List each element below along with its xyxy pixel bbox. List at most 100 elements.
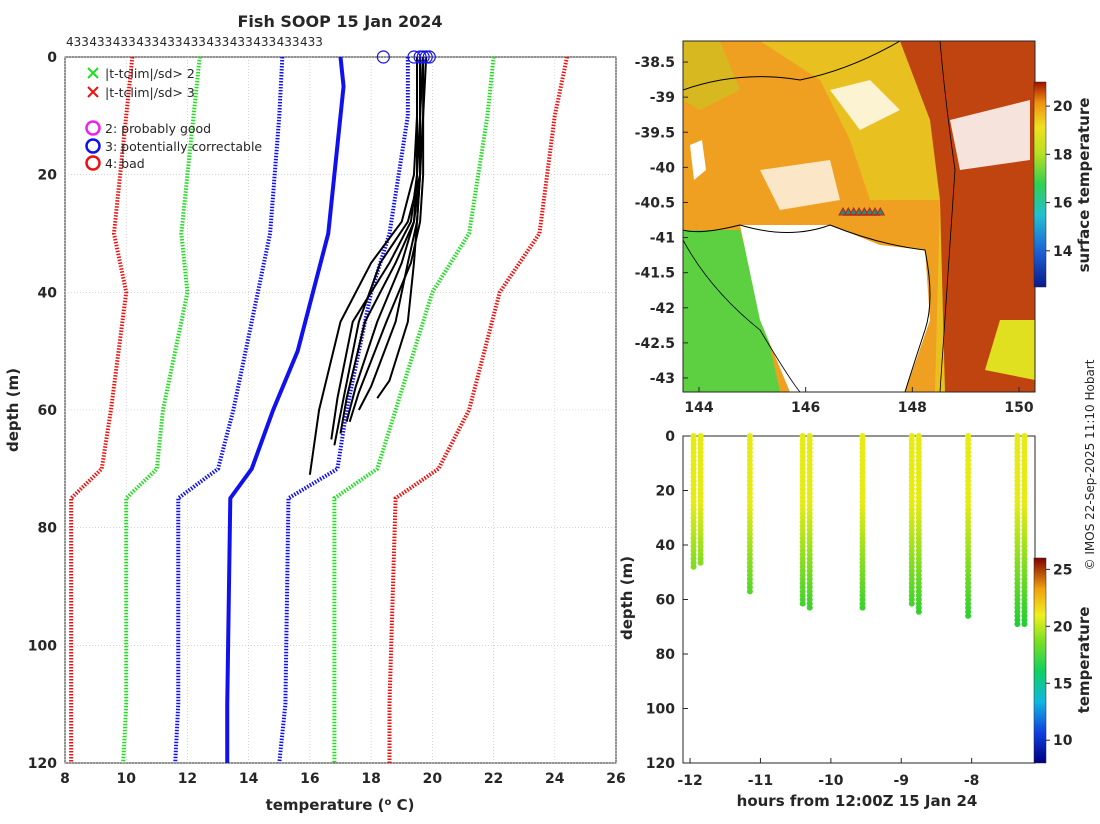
map-y-tick-label: -39.5 — [635, 125, 675, 141]
x-axis-label-main: temperature ( — [266, 796, 385, 814]
cast-point — [1014, 621, 1021, 628]
climatology-mean-3sd — [69, 56, 135, 763]
top-count: 433 — [113, 35, 136, 49]
temp-colorbar — [1033, 557, 1047, 764]
scatter-y-tick-label: 60 — [656, 593, 676, 609]
temp-cbar-tick-label: 10 — [1053, 733, 1073, 749]
x-tick-label: 26 — [606, 771, 625, 787]
profile-grid — [64, 56, 617, 764]
top-count: 433 — [160, 35, 183, 49]
top-count: 433 — [89, 35, 112, 49]
sst-colorbar-ticks: 14 16 18 20 — [1046, 99, 1073, 260]
climatology-lines — [69, 56, 569, 764]
scatter-y-tick-label: 40 — [656, 538, 676, 554]
x-axis-label-sup: o — [384, 797, 391, 808]
map-ticks: 144 146 148 150 -38.5 -39 -39.5 -40 -40.5 -41 -41.… — [635, 55, 1034, 416]
scatter-y-tick-label: 120 — [646, 756, 675, 772]
x-tick-label: 20 — [423, 771, 443, 787]
cast-point — [915, 608, 922, 615]
surface-point — [422, 50, 436, 64]
top-count: 433 — [66, 35, 89, 49]
x-tick-label: 12 — [178, 771, 197, 787]
map-y-tick-label: -43 — [650, 371, 675, 387]
climatology-mean-1sd — [173, 56, 285, 764]
map-y-tick-label: -40.5 — [635, 195, 675, 211]
map-field — [683, 41, 1035, 392]
x-axis-label: temperature (o C) — [266, 796, 415, 814]
legend-label: 4: bad — [105, 156, 145, 171]
map-y-tick-label: -42 — [650, 301, 675, 317]
y-tick-label: 120 — [28, 756, 57, 772]
x-tick-label: 22 — [484, 771, 503, 787]
legend-circle-marker — [85, 120, 101, 136]
map-x-tick-label: 144 — [684, 400, 713, 416]
watermark: © IMOS 22-Sep-2025 11:10 Hobart — [1083, 359, 1097, 570]
scatter-plot-area — [682, 435, 1036, 764]
cast-point — [908, 600, 915, 607]
scatter-x-label: hours from 12:00Z 15 Jan 24 — [737, 792, 978, 810]
surface-point — [413, 50, 427, 64]
scatter-x-tick-label: -10 — [818, 773, 844, 789]
legend-circle-marker — [85, 155, 101, 171]
top-count: 433 — [136, 35, 159, 49]
y-tick-label: 40 — [38, 285, 58, 301]
top-count: 433 — [277, 35, 300, 49]
map-y-tick-label: -42.5 — [635, 336, 675, 352]
cloud-patch-2 — [950, 100, 1030, 170]
top-count: 433 — [230, 35, 253, 49]
y-tick-label: 60 — [38, 403, 58, 419]
sst-bass-strait-north — [683, 41, 740, 110]
legend-label: 3: potentially correctable — [105, 139, 262, 154]
x-tick-label: 8 — [60, 771, 70, 787]
scatter-ticks: -12 -11 -10 -9 -8 0 20 40 60 80 100 120 — [646, 429, 980, 789]
map-y-tick-label: -38.5 — [635, 55, 675, 71]
temperature-profile-6 — [333, 57, 425, 446]
top-count: 433 — [183, 35, 206, 49]
climatology-mean+2sd — [332, 56, 496, 763]
bathymetry-contour-west — [683, 239, 801, 392]
temp-colorbar-ticks: 10 15 20 25 — [1046, 562, 1073, 749]
sst-colorbar — [1033, 81, 1047, 288]
cloud-patch-3 — [760, 160, 840, 210]
top-count: 433 — [253, 35, 276, 49]
cast-point — [859, 604, 866, 611]
x-tick-label: 16 — [300, 771, 319, 787]
scatter-y-label: depth (m) — [618, 556, 636, 640]
scatter-x-tick-label: -11 — [748, 773, 773, 789]
scatter-points — [690, 433, 1028, 628]
chart-title: Fish SOOP 15 Jan 2024 — [238, 12, 443, 31]
scatter-x-tick-label: -12 — [677, 773, 702, 789]
tasmania-land — [740, 225, 930, 392]
legend-x-marker — [87, 86, 99, 98]
sst-eddy — [985, 320, 1035, 380]
x-tick-label: 14 — [239, 771, 259, 787]
scatter-y-tick-label: 20 — [656, 484, 676, 500]
cast-point — [806, 604, 813, 611]
profile-chart: Fish SOOP 15 Jan 2024 433 433 433 433 433 433… — [4, 12, 626, 814]
sst-cool-west — [683, 230, 780, 392]
profile-ticks: 8 10 12 14 16 18 20 22 24 26 0 20 40 60 80 100 120 — [28, 50, 626, 787]
legend-circle-marker — [85, 138, 101, 154]
scatter-y-tick-label: 80 — [656, 647, 676, 663]
legend-label: |t-tclim|/sd> 2 — [105, 66, 195, 81]
y-axis-label: depth (m) — [4, 368, 22, 452]
x-tick-label: 24 — [545, 771, 565, 787]
x-tick-label: 10 — [116, 771, 136, 787]
king-island — [690, 140, 706, 180]
sst-colorbar-label: surface temperature — [1075, 98, 1093, 273]
map-y-tick-label: -41.5 — [635, 266, 675, 282]
map-x-tick-label: 150 — [1004, 400, 1033, 416]
temp-colorbar-label: temperature — [1075, 607, 1093, 714]
y-tick-label: 0 — [47, 50, 57, 66]
climatology-mean+3sd — [387, 56, 569, 763]
legend-label: |t-tclim|/sd> 3 — [105, 85, 195, 100]
legend: |t-tclim|/sd> 2 |t-tclim|/sd> 3 2: probabl… — [85, 66, 262, 171]
profile-lines — [308, 50, 436, 475]
surface-point — [376, 50, 390, 64]
surface-point — [419, 50, 433, 64]
x-tick-label: 18 — [361, 771, 380, 787]
bathymetry-contour — [939, 41, 956, 392]
sst-cbar-tick-label: 18 — [1053, 147, 1072, 163]
time-depth-scatter: -12 -11 -10 -9 -8 0 20 40 60 80 100 120 10 15 20 25 te… — [618, 429, 1093, 810]
cast-point — [697, 559, 704, 566]
